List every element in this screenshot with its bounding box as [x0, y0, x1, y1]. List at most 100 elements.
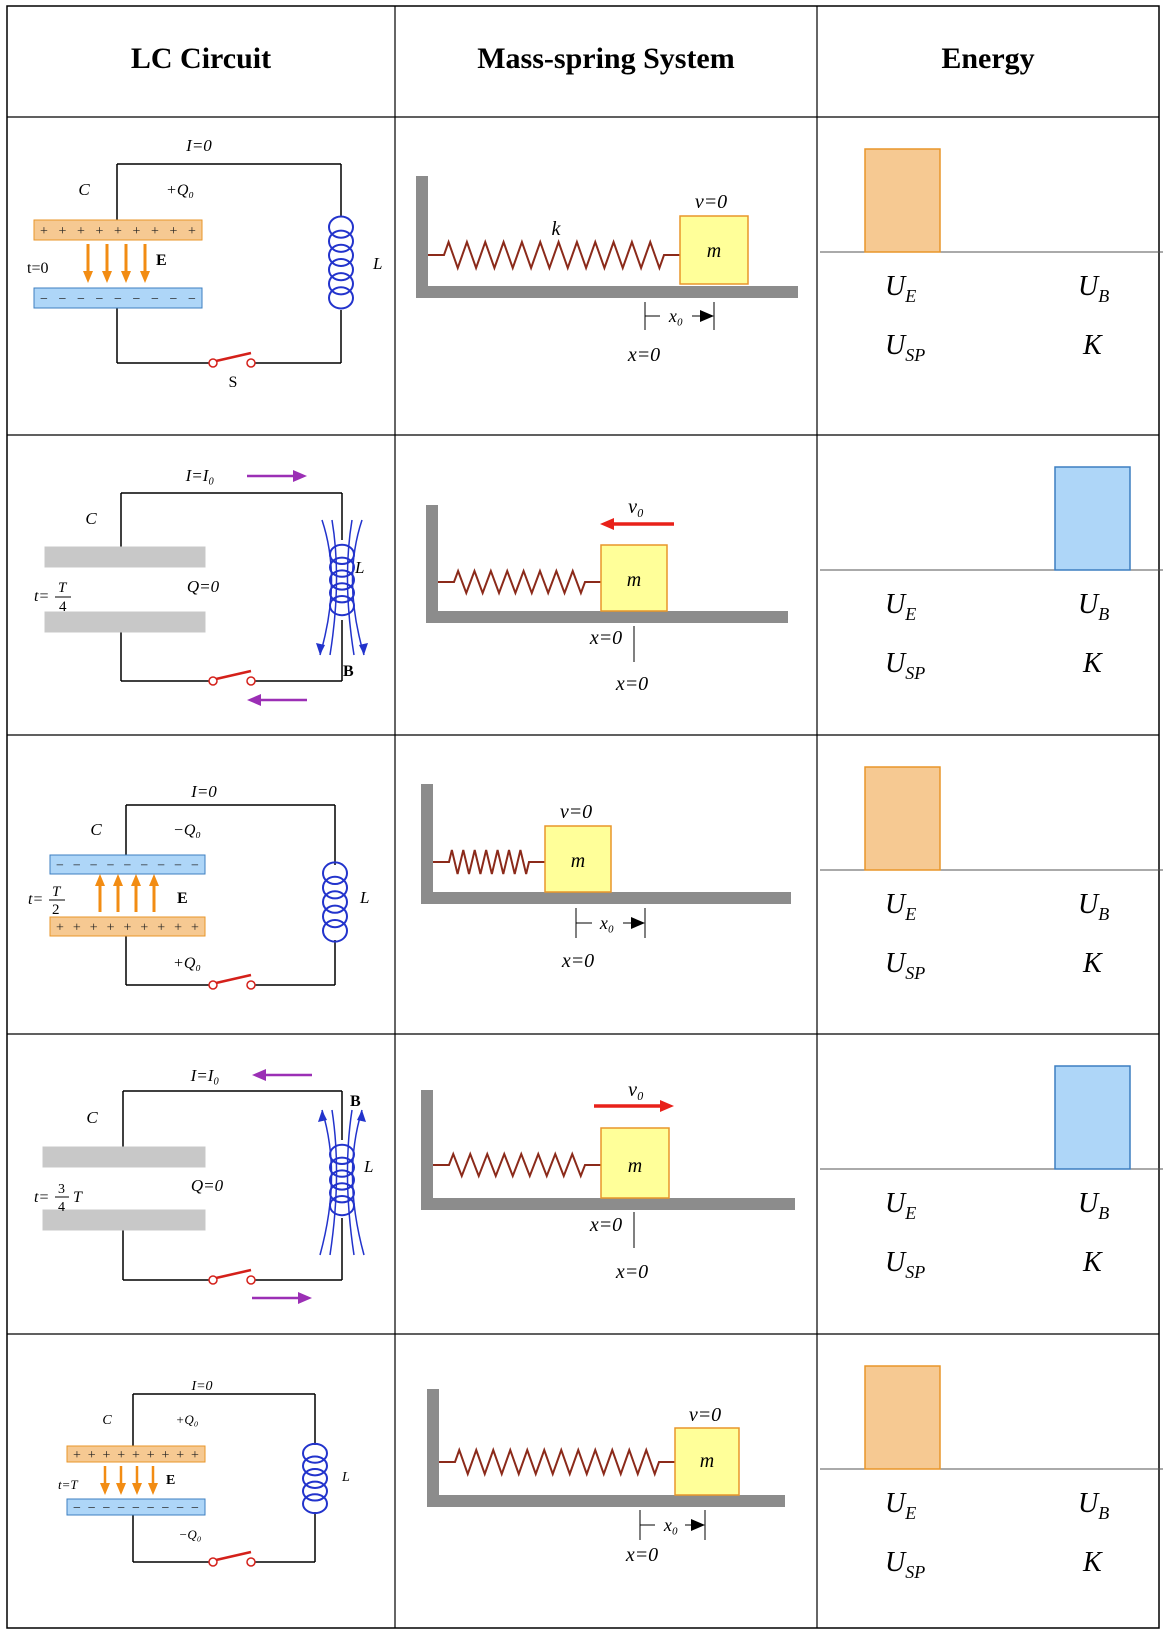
capacitor-label: C — [90, 820, 102, 839]
displacement-label: x₀ — [599, 913, 614, 933]
e-field-arrow-head — [83, 271, 93, 283]
e-field-arrow — [116, 1466, 126, 1495]
charge-sign: + — [73, 921, 81, 936]
charge-sign: − — [107, 859, 115, 874]
coil-loop — [329, 582, 355, 604]
switch-blade — [215, 1550, 252, 1562]
label-k: K — [1082, 648, 1103, 679]
time-label: t=T — [58, 1477, 78, 1492]
label-usp: USP — [885, 330, 925, 365]
equilibrium-label: x=0 — [615, 1261, 648, 1283]
equilibrium-label: x=0 — [615, 673, 648, 695]
b-field-line — [351, 519, 365, 656]
energy-bar-ue — [864, 148, 941, 253]
e-field-arrow — [100, 1466, 110, 1495]
capacitor-plate-top-rect — [42, 1146, 206, 1168]
switch-blade — [215, 351, 252, 363]
charge-sign: + — [73, 1448, 81, 1463]
velocity-label: v₀ — [628, 496, 644, 518]
wall — [426, 505, 438, 623]
time-label-den: 2 — [52, 902, 60, 918]
coil-loop — [329, 569, 355, 591]
charge-sign: + — [170, 224, 178, 239]
coil-loop — [302, 1480, 328, 1502]
switch — [208, 1268, 256, 1285]
time-label-den: 4 — [59, 599, 67, 615]
coil-loop — [302, 1455, 328, 1477]
charge-sign: − — [188, 292, 196, 307]
displacement-label: x₀ — [668, 306, 683, 326]
current-label: I=0 — [190, 1379, 212, 1394]
disp-arrow — [685, 1519, 705, 1531]
current-arrow-head — [298, 1292, 312, 1304]
b-field-arrowhead — [316, 643, 325, 655]
coil-loop — [302, 1442, 328, 1464]
charge-label: +Q₀ — [166, 182, 194, 199]
e-field-arrow-head — [121, 271, 131, 283]
charge-sign: + — [188, 224, 196, 239]
coil-loop — [302, 1468, 328, 1489]
energy-bar-ub — [1054, 466, 1131, 571]
e-field-arrow — [95, 874, 105, 912]
disp-arrow — [692, 310, 714, 322]
charge-sign: + — [151, 224, 159, 239]
current-arrow — [252, 1292, 312, 1304]
coil-loop — [328, 257, 354, 282]
b-field-line — [329, 519, 338, 656]
e-field-arrow — [140, 244, 150, 283]
label-ub: UB — [1078, 589, 1109, 624]
energy-bar-ue — [864, 1365, 941, 1470]
charge-sign: − — [77, 292, 85, 307]
capacitor-plate-bottom — [42, 1209, 206, 1231]
spring — [438, 568, 601, 596]
capacitor-plate-top-rect — [44, 546, 206, 568]
label-ub: UB — [1078, 271, 1109, 306]
capacitor-plate-top-rect — [49, 854, 206, 875]
label-usp: USP — [885, 948, 925, 983]
mass-block — [674, 1427, 740, 1496]
b-field-arrowhead — [318, 1110, 327, 1122]
capacitor-label: C — [102, 1413, 112, 1428]
capacitor-plate-bottom-rect — [66, 1498, 206, 1516]
charge-sign: − — [170, 292, 178, 307]
disp-arrow-head — [631, 917, 645, 929]
switch — [208, 669, 256, 686]
spring — [433, 1151, 601, 1179]
floor — [416, 286, 798, 298]
coil-loop — [302, 1493, 328, 1515]
velocity-arrow-head — [660, 1100, 674, 1112]
e-field-arrow-head — [116, 1483, 126, 1495]
e-field-arrow-head — [148, 1483, 158, 1495]
time-label-var: T — [73, 1189, 83, 1206]
mass-label: m — [700, 1450, 714, 1472]
switch-blade — [215, 1268, 252, 1280]
velocity-label: v=0 — [689, 1404, 721, 1426]
coil-loop — [322, 875, 348, 900]
floor — [421, 892, 791, 904]
capacitor-label: C — [86, 1108, 98, 1127]
capacitor-plate-top — [42, 1146, 206, 1168]
e-field-arrow — [132, 1466, 142, 1495]
equilibrium-label: x=0 — [625, 1544, 658, 1566]
time-label: t= — [34, 588, 49, 605]
charge-label: +Q₀ — [173, 955, 201, 972]
mass-block — [679, 215, 749, 285]
label-ub: UB — [1078, 889, 1109, 924]
charge-sign: + — [176, 1448, 184, 1463]
coil-loop — [322, 890, 348, 914]
velocity-label: v=0 — [695, 191, 727, 213]
capacitor-plate-bottom-rect — [42, 1209, 206, 1231]
coil-loop — [329, 1156, 355, 1178]
charge-sign: − — [151, 292, 159, 307]
capacitor-label: C — [78, 180, 90, 199]
e-field-arrow-head — [113, 874, 123, 886]
charge-sign: − — [73, 1501, 81, 1516]
switch — [208, 351, 256, 368]
header-lc-circuit: LC Circuit — [130, 41, 272, 75]
switch-contact — [208, 980, 218, 990]
charge-sign: + — [147, 1448, 155, 1463]
mass-block — [544, 825, 612, 893]
header-energy: Energy — [941, 41, 1035, 75]
label-k: K — [1082, 330, 1103, 361]
